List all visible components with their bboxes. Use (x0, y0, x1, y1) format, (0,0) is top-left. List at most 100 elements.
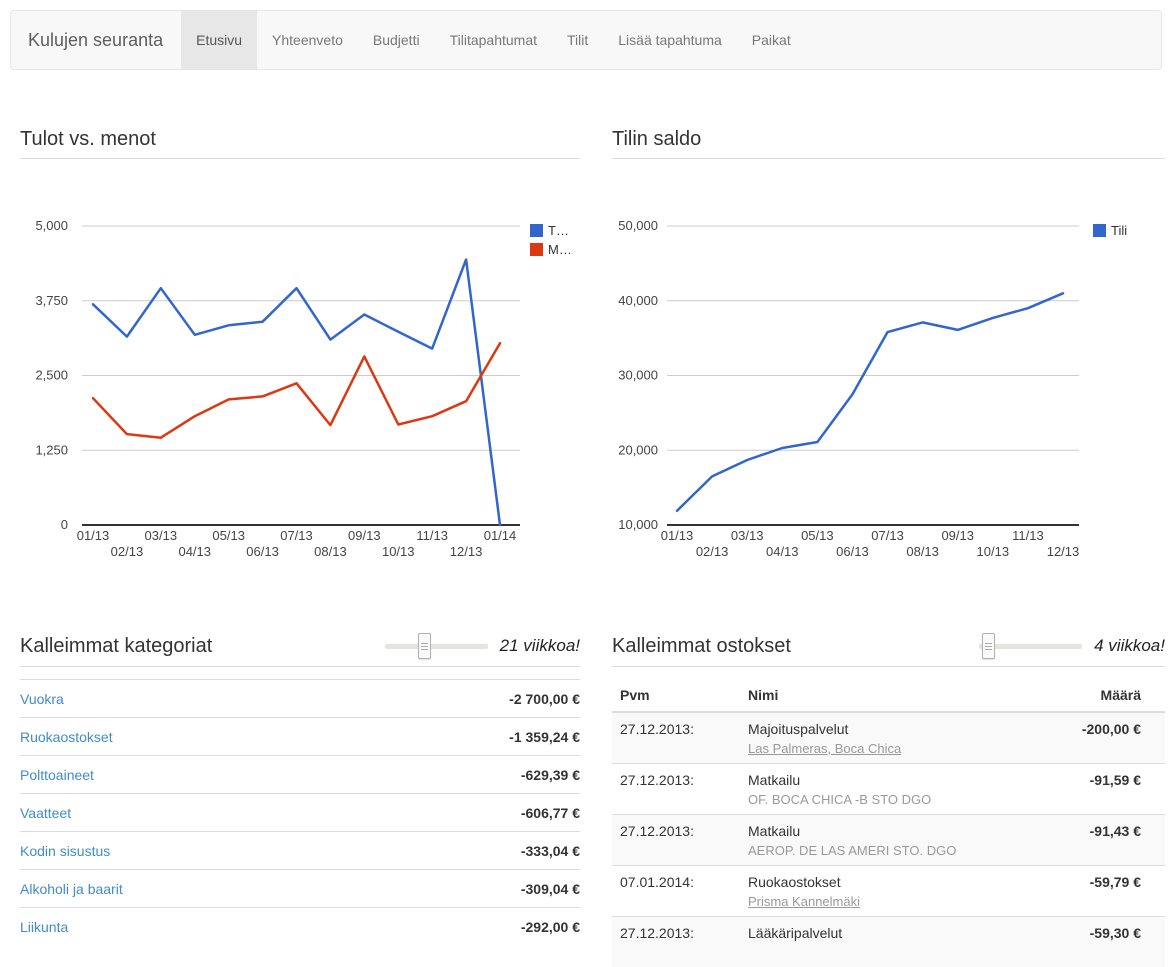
series-line (675, 292, 1065, 513)
purchase-row: 27.12.2013: Matkailu OF. BOCA CHICA -B STO… (612, 763, 1165, 814)
y-tick-label: 10,000 (618, 517, 658, 532)
series-line (91, 341, 502, 439)
x-tick-label: 04/13 (766, 544, 799, 559)
x-tick-label: 07/13 (280, 528, 313, 543)
x-tick-label: 09/13 (941, 528, 974, 543)
slider-thumb[interactable] (417, 633, 431, 659)
purchase-place[interactable]: Las Palmeras, Boca Chica (748, 741, 902, 756)
x-tick-label: 06/13 (246, 544, 279, 559)
slider-rail[interactable] (979, 644, 1083, 649)
purchase-place[interactable]: Prisma Kannelmäki (748, 894, 860, 909)
y-tick-label: 30,000 (618, 368, 658, 383)
purchase-category: Lääkäripalvelut (748, 925, 843, 941)
legend-swatch (530, 243, 543, 256)
category-row: Ruokaostokset -1 359,24 € (20, 717, 580, 755)
balance-section-head: Tilin saldo (612, 126, 1165, 159)
legend-swatch (530, 224, 543, 237)
purchase-category: Ruokaostokset (748, 874, 841, 890)
purchases-table-body: 27.12.2013: Majoituspalvelut Las Palmeras,… (612, 713, 1165, 967)
category-amount: -2 700,00 € (509, 690, 580, 707)
purchase-amount: -59,30 € (1089, 925, 1141, 941)
nav-tab-budjetti[interactable]: Budjetti (372, 32, 420, 48)
purchase-amount: -91,59 € (1089, 772, 1141, 788)
purchase-place: AEROP. DE LAS AMERI STO. DGO (748, 843, 957, 858)
legend-swatch (1093, 224, 1106, 237)
y-tick-label: 20,000 (618, 442, 658, 457)
slider-thumb[interactable] (982, 633, 996, 659)
category-amount: -606,77 € (520, 804, 580, 821)
divider (20, 158, 580, 159)
x-tick-label: 06/13 (836, 544, 869, 559)
purchases-weeks-slider[interactable] (979, 632, 1083, 660)
purchase-category: Majoituspalvelut (748, 721, 849, 737)
legend-label: M… (548, 242, 572, 257)
category-link[interactable]: Ruokaostokset (20, 728, 113, 745)
category-link[interactable]: Polttoaineet (20, 766, 94, 783)
category-amount: -629,39 € (520, 766, 580, 783)
slider-rail[interactable] (384, 644, 488, 649)
x-tick-label: 02/13 (111, 544, 144, 559)
purchase-name-cell: Matkailu OF. BOCA CHICA -B STO DGO (748, 772, 1045, 814)
categories-weeks-slider[interactable] (384, 632, 488, 660)
column-header-date: Pvm (620, 687, 650, 703)
purchase-name-cell: Majoituspalvelut Las Palmeras, Boca Chica (748, 721, 1045, 763)
nav-tab-etusivu[interactable]: Etusivu (181, 11, 258, 69)
category-row: Liikunta -292,00 € (20, 907, 580, 945)
account-balance-chart: 10,000 20,000 30,000 40,000 50,000 01/1302/13… (618, 218, 1127, 559)
nav-tab-tilit[interactable]: Tilit (567, 32, 589, 48)
nav-tab-lis-tapahtuma[interactable]: Lisää tapahtuma (618, 32, 722, 48)
categories-weeks-label: 21 viikkoa! (499, 636, 580, 655)
x-tick-label: 11/13 (1012, 528, 1044, 543)
purchase-date: 07.01.2014: (620, 874, 694, 890)
purchases-weeks-label: 4 viikkoa! (1094, 636, 1165, 655)
app-brand[interactable]: Kulujen seuranta (28, 30, 164, 50)
x-tick-label: 07/13 (871, 528, 904, 543)
category-link[interactable]: Kodin sisustus (20, 842, 111, 859)
top-purchases-title: Kalleimmat ostokset (612, 635, 791, 657)
top-purchases-panel: Kalleimmat ostokset 4 viikkoa! Pvm Nimi … (612, 632, 1165, 967)
divider (612, 158, 1165, 159)
y-tick-label: 40,000 (618, 293, 658, 308)
x-tick-label: 03/13 (145, 528, 178, 543)
category-row: Vuokra -2 700,00 € (20, 679, 580, 717)
category-row: Vaatteet -606,77 € (20, 793, 580, 831)
purchase-date: 27.12.2013: (620, 925, 694, 941)
category-link[interactable]: Vaatteet (20, 804, 72, 821)
income-expense-chart-title: Tulot vs. menot (20, 128, 156, 150)
x-tick-label: 03/13 (731, 528, 764, 543)
purchase-amount: -59,79 € (1089, 874, 1141, 890)
nav-tabs: Etusivu Yhteenveto Budjetti Tilitapahtumat T… (181, 11, 806, 69)
x-tick-label: 05/13 (212, 528, 245, 543)
category-row: Alkoholi ja baarit -309,04 € (20, 869, 580, 907)
x-tick-label: 08/13 (314, 544, 347, 559)
category-link[interactable]: Alkoholi ja baarit (20, 880, 123, 897)
purchase-category: Matkailu (748, 823, 801, 839)
x-tick-label: 02/13 (696, 544, 729, 559)
top-categories-title: Kalleimmat kategoriat (20, 635, 213, 657)
category-link[interactable]: Liikunta (20, 918, 69, 935)
y-tick-label: 50,000 (618, 218, 658, 233)
legend-label: T… (548, 223, 569, 238)
nav-tab-tilitapahtumat[interactable]: Tilitapahtumat (449, 32, 537, 48)
nav-tab-paikat[interactable]: Paikat (751, 32, 791, 48)
legend-label: Tili (1111, 223, 1127, 238)
purchase-date: 27.12.2013: (620, 772, 694, 788)
purchase-name-cell: Matkailu AEROP. DE LAS AMERI STO. DGO (748, 823, 1045, 865)
x-tick-label: 11/13 (416, 528, 448, 543)
x-tick-label: 01/13 (661, 528, 694, 543)
column-header-name: Nimi (748, 687, 779, 703)
x-tick-label: 12/13 (450, 544, 483, 559)
purchases-table: Pvm Nimi Määrä 27.12.2013: Majoituspalvel… (612, 681, 1165, 967)
category-link[interactable]: Vuokra (20, 690, 64, 707)
purchase-row: 07.01.2014: Ruokaostokset Prisma Kannelmäk… (612, 865, 1165, 916)
purchase-name-cell: Ruokaostokset Prisma Kannelmäki (748, 874, 1045, 916)
x-tick-label: 10/13 (977, 544, 1010, 559)
purchase-amount: -200,00 € (1081, 721, 1141, 737)
y-tick-label: 1,250 (35, 442, 68, 457)
x-tick-label: 09/13 (348, 528, 381, 543)
income-expense-section-head: Tulot vs. menot (20, 126, 580, 159)
x-tick-label: 04/13 (178, 544, 211, 559)
purchase-date: 27.12.2013: (620, 823, 694, 839)
category-row: Kodin sisustus -333,04 € (20, 831, 580, 869)
nav-tab-yhteenveto[interactable]: Yhteenveto (272, 32, 343, 48)
